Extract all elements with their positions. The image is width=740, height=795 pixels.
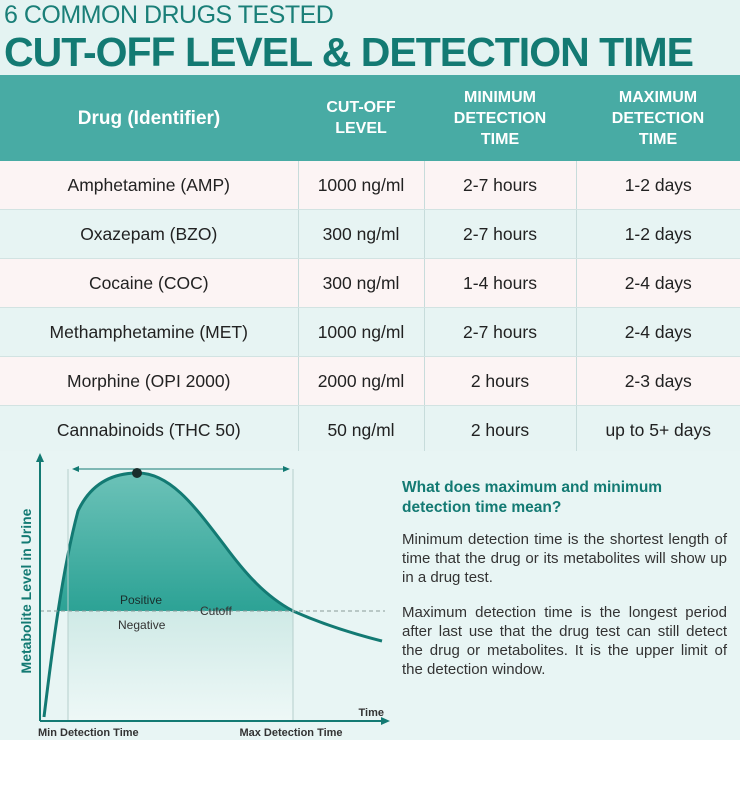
cell-cutoff: 300 ng/ml <box>298 209 425 259</box>
cell-drug: Amphetamine (AMP) <box>0 161 299 210</box>
header-cutoff: CUT-OFF LEVEL <box>298 75 424 161</box>
table-row: Morphine (OPI 2000) 2000 ng/ml 2 hours 2… <box>0 356 740 406</box>
x-axis-label: Time <box>359 707 384 719</box>
cell-cutoff: 50 ng/ml <box>298 405 425 455</box>
header-max-line: MAXIMUM <box>618 88 698 106</box>
cell-min: 2-7 hours <box>424 307 577 357</box>
page-title: CUT-OFF LEVEL & DETECTION TIME <box>4 29 694 75</box>
drug-table: Drug (Identifier) CUT-OFF LEVEL MINIMUM … <box>0 75 740 455</box>
cutoff-label: Cutoff <box>200 604 232 618</box>
table-row: Amphetamine (AMP) 1000 ng/ml 2-7 hours 1… <box>0 161 740 210</box>
cell-drug: Methamphetamine (MET) <box>0 307 299 357</box>
cell-max: 2-3 days <box>576 356 740 406</box>
cell-drug: Morphine (OPI 2000) <box>0 356 299 406</box>
positive-label: Positive <box>120 593 162 607</box>
table-row: Oxazepam (BZO) 300 ng/ml 2-7 hours 1-2 d… <box>0 209 740 259</box>
info-heading: What does maximum and minimum detection … <box>402 479 663 516</box>
cell-cutoff: 1000 ng/ml <box>298 161 425 210</box>
page-pretitle: 6 COMMON DRUGS TESTED <box>4 1 334 29</box>
header-min: MINIMUM DETECTION TIME <box>424 75 576 161</box>
cell-cutoff: 1000 ng/ml <box>298 307 425 357</box>
title-banner: 6 COMMON DRUGS TESTED CUT-OFF LEVEL & DE… <box>0 0 740 75</box>
info-max-definition: Maximum detection time is the longest pe… <box>402 604 727 678</box>
info-box: What does maximum and minimum detection … <box>402 478 727 695</box>
detection-window-diagram: Metabolite Level in Urine Positive Negat… <box>18 453 390 739</box>
header-max-line: TIME <box>638 130 678 148</box>
detection-window-area <box>68 611 293 721</box>
max-detection-label: Max Detection Time <box>239 727 342 739</box>
cell-max: 2-4 days <box>576 258 740 308</box>
cell-max: 1-2 days <box>576 209 740 259</box>
positive-area <box>58 473 293 611</box>
cell-min: 2-7 hours <box>424 161 577 210</box>
header-cutoff-line: LEVEL <box>335 120 387 137</box>
cell-max: up to 5+ days <box>576 405 740 455</box>
table-row: Methamphetamine (MET) 1000 ng/ml 2-7 hou… <box>0 307 740 357</box>
cell-cutoff: 300 ng/ml <box>298 258 425 308</box>
table-row: Cocaine (COC) 300 ng/ml 1-4 hours 2-4 da… <box>0 258 740 308</box>
cell-min: 2-7 hours <box>424 209 577 259</box>
cell-max: 2-4 days <box>576 307 740 357</box>
negative-label: Negative <box>118 618 166 632</box>
cell-min: 2 hours <box>424 405 577 455</box>
y-axis-label: Metabolite Level in Urine <box>18 508 34 673</box>
header-drug: Drug (Identifier) <box>0 75 298 161</box>
cell-min: 2 hours <box>424 356 577 406</box>
header-cutoff-line: CUT-OFF <box>326 99 396 116</box>
cell-cutoff: 2000 ng/ml <box>298 356 425 406</box>
header-min-line: TIME <box>480 130 520 148</box>
header-min-line: MINIMUM <box>464 88 536 106</box>
y-axis-arrow <box>36 453 44 462</box>
min-detection-label: Min Detection Time <box>38 727 139 739</box>
table-header-row: Drug (Identifier) CUT-OFF LEVEL MINIMUM … <box>0 75 740 161</box>
cell-min: 1-4 hours <box>424 258 577 308</box>
x-axis-arrow <box>381 717 390 725</box>
cell-drug: Cannabinoids (THC 50) <box>0 405 299 455</box>
peak-dot <box>132 468 142 478</box>
table-row: Cannabinoids (THC 50) 50 ng/ml 2 hours u… <box>0 405 740 455</box>
info-min-definition: Minimum detection time is the shortest l… <box>402 531 727 586</box>
header-max: MAXIMUM DETECTION TIME <box>576 75 740 161</box>
header-max-line: DETECTION <box>611 109 705 127</box>
detection-window-arrow <box>72 466 290 472</box>
cell-max: 1-2 days <box>576 161 740 210</box>
cell-drug: Oxazepam (BZO) <box>0 209 299 259</box>
header-min-line: DETECTION <box>453 109 547 127</box>
cell-drug: Cocaine (COC) <box>0 258 299 308</box>
